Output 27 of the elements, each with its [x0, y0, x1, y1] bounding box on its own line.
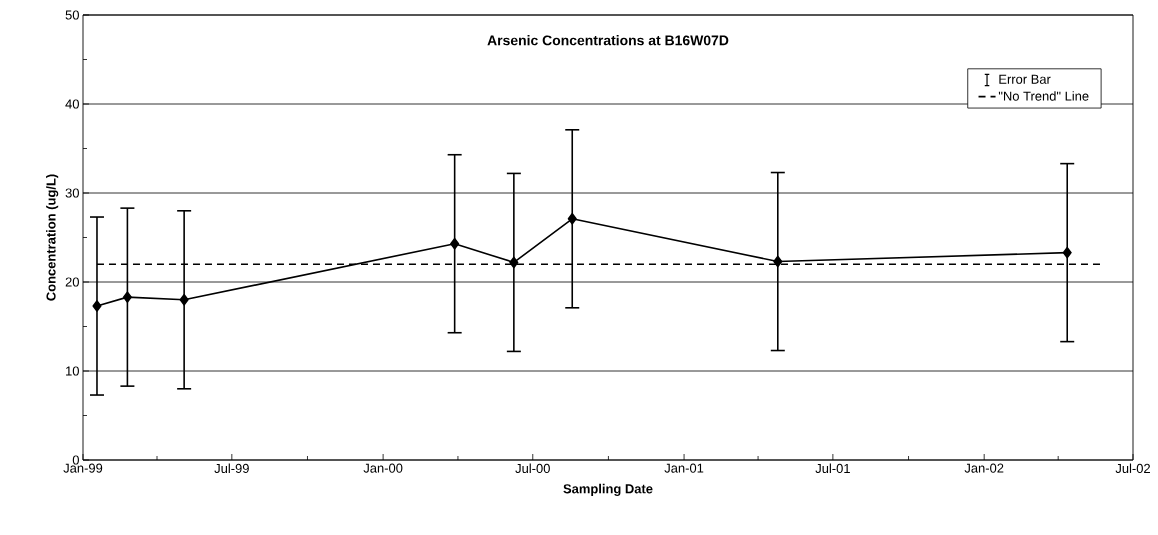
point [450, 237, 460, 250]
x-tick-label: Jan-99 [63, 463, 103, 473]
x-tick-label: Jul-00 [515, 463, 550, 474]
point [1062, 246, 1072, 259]
y-tick-label: 10 [66, 366, 79, 376]
point [567, 213, 577, 225]
x-tick-label: Jul-02 [1115, 463, 1150, 474]
point [179, 294, 189, 306]
x-axis-title: Sampling Date [563, 483, 653, 497]
text: Arsenic Concentrations at B16W07D [487, 35, 729, 46]
x-tick-label: Jul-01 [815, 463, 850, 474]
legend-label: "No Trend" Line [998, 91, 1089, 101]
y-tick-label: 50 [65, 10, 79, 20]
y-tick-label: 20 [65, 277, 79, 287]
point [92, 300, 102, 312]
y-axis-title: Concentration (ug/L) [46, 174, 59, 301]
y-tick-label: 0 [72, 455, 79, 465]
x-tick-label: Jul-99 [214, 463, 249, 474]
point [773, 255, 783, 268]
point [122, 291, 132, 303]
y-tick-label: 40 [65, 99, 79, 109]
point [509, 256, 519, 269]
x-tick-label: Jan-00 [363, 463, 403, 473]
y-tick-label: 30 [65, 188, 79, 198]
legend-label: Error Bar [999, 74, 1051, 84]
x-tick-label: Jan-02 [964, 463, 1004, 473]
x-tick-label: Jan-01 [664, 463, 704, 473]
